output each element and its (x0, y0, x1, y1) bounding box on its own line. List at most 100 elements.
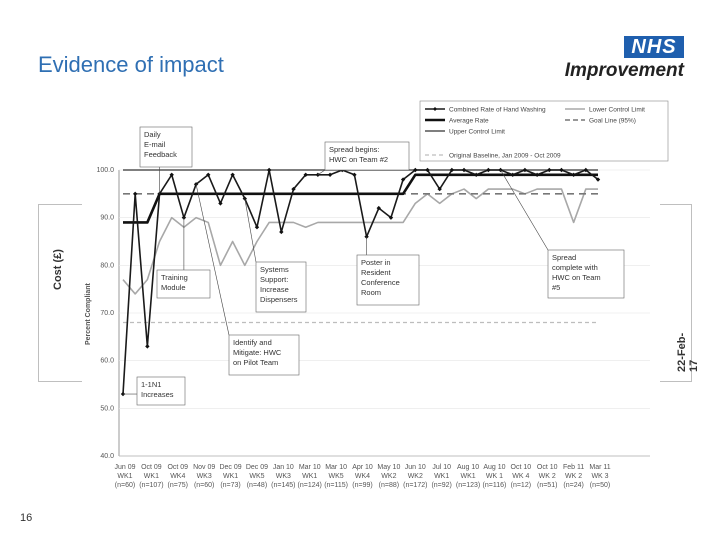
x-tick-label: Mar 11 (589, 464, 610, 471)
x-tick-week: WK3 (197, 473, 212, 480)
data-point (169, 172, 174, 177)
x-tick-label: Apr 10 (352, 464, 373, 471)
x-tick-label: Jun 09 (114, 464, 135, 471)
x-tick-count: (n=92) (431, 482, 451, 489)
series-line-average-rate (123, 173, 598, 224)
annotation-text: Feedback (144, 150, 177, 159)
annotation-box (156, 269, 211, 299)
annotation-text: HWC on Team #2 (329, 155, 388, 164)
x-tick-count: (n=99) (352, 482, 372, 489)
legend-marker (433, 107, 437, 111)
annotation-text: Increase (260, 285, 289, 294)
x-tick-count: (n=145) (271, 482, 295, 489)
annotation-text: #5 (552, 283, 560, 292)
annotation-text: Spread begins: (329, 145, 379, 154)
data-point (181, 215, 187, 220)
annotation-text: Training (161, 273, 188, 282)
x-tick-label: Oct 10 (537, 464, 558, 471)
logo-improvement-text: Improvement (564, 60, 684, 81)
legend-label: Average Rate (449, 117, 489, 124)
x-tick-count: (n=24) (563, 482, 583, 489)
x-tick-count: (n=172) (403, 482, 427, 489)
data-point (437, 186, 442, 192)
nhs-improvement-logo: NHS Improvement (556, 36, 684, 82)
annotation-leader (244, 198, 257, 263)
data-point (449, 167, 455, 173)
nhs-badge-text: NHS (631, 36, 677, 58)
annotation-text: Increases (141, 390, 174, 399)
annotation-text: Mitigate: HWC (233, 348, 282, 357)
x-tick-week: WK1 (117, 473, 132, 480)
legend-label: Upper Control Limit (449, 128, 505, 135)
annotation-text: Support: (260, 275, 288, 284)
data-point (461, 167, 467, 173)
annotation-text: Resident (361, 268, 392, 277)
legend-label: Original Baseline, Jan 2009 - Oct 2009 (449, 152, 561, 159)
y-tick-label: 90.0 (100, 215, 114, 222)
x-tick-count: (n=60) (115, 482, 135, 489)
data-point (303, 172, 308, 177)
x-tick-label: May 10 (377, 464, 400, 471)
x-tick-week: WK2 (381, 473, 396, 480)
x-tick-label: Jan 10 (273, 464, 294, 471)
annotation-text: Systems (260, 265, 289, 274)
data-point (425, 167, 430, 173)
x-tick-week: WK1 (302, 473, 317, 480)
data-point (498, 167, 503, 173)
data-point (266, 167, 272, 173)
data-point (206, 172, 211, 177)
x-tick-week: WK2 (408, 473, 423, 480)
chart-area (82, 128, 660, 494)
x-tick-label: Dec 09 (246, 464, 268, 471)
x-tick-week: WK 4 (512, 473, 529, 480)
data-point (474, 172, 479, 177)
data-point (230, 172, 235, 177)
x-tick-label: Jun 10 (405, 464, 426, 471)
x-tick-label: Oct 09 (141, 464, 162, 471)
data-point (132, 191, 138, 197)
page-title: Evidence of impact (38, 52, 224, 77)
annotation-box (547, 249, 625, 299)
data-point (388, 215, 394, 220)
annotation-box (228, 334, 300, 376)
legend-label: Goal Line (95%) (589, 117, 636, 124)
nhs-badge (624, 36, 684, 58)
x-tick-week: WK5 (249, 473, 264, 480)
x-tick-count: (n=12) (511, 482, 531, 489)
x-tick-count: (n=116) (483, 482, 507, 489)
x-tick-week: WK4 (170, 473, 185, 480)
annotation-text: Module (161, 283, 186, 292)
x-tick-label: Nov 09 (193, 464, 215, 471)
x-tick-week: WK 2 (539, 473, 556, 480)
slide-number: 16 (20, 512, 33, 524)
x-tick-count: (n=124) (298, 482, 322, 489)
y-tick-label: 100.0 (96, 167, 114, 174)
annotation-leader (195, 184, 230, 336)
data-point (291, 186, 296, 192)
x-tick-label: Aug 10 (457, 464, 479, 471)
annotation-text: 1-1N1 (141, 380, 161, 389)
annotation-text: Identify and (233, 338, 272, 347)
data-point (534, 172, 540, 177)
data-point (595, 177, 601, 182)
data-point (522, 167, 528, 173)
x-tick-label: Dec 09 (219, 464, 241, 471)
x-tick-count: (n=88) (379, 482, 399, 489)
legend-label: Lower Control Limit (589, 106, 645, 113)
x-tick-count: (n=50) (590, 482, 610, 489)
series-line-combined-rate-of-hand-washing (122, 169, 599, 395)
annotation-box (139, 126, 193, 168)
y-tick-label: 80.0 (100, 262, 114, 269)
annotation-text: HWC on Team (552, 273, 601, 282)
data-point (486, 167, 491, 173)
data-point (547, 167, 552, 173)
annotation-text: on Pilot Team (233, 358, 278, 367)
x-tick-week: WK4 (355, 473, 370, 480)
x-tick-count: (n=123) (456, 482, 480, 489)
x-tick-label: Oct 09 (167, 464, 188, 471)
x-tick-count: (n=107) (139, 482, 163, 489)
x-tick-label: Oct 10 (511, 464, 532, 471)
x-tick-count: (n=48) (247, 482, 267, 489)
annotation-text: complete with (552, 263, 598, 272)
